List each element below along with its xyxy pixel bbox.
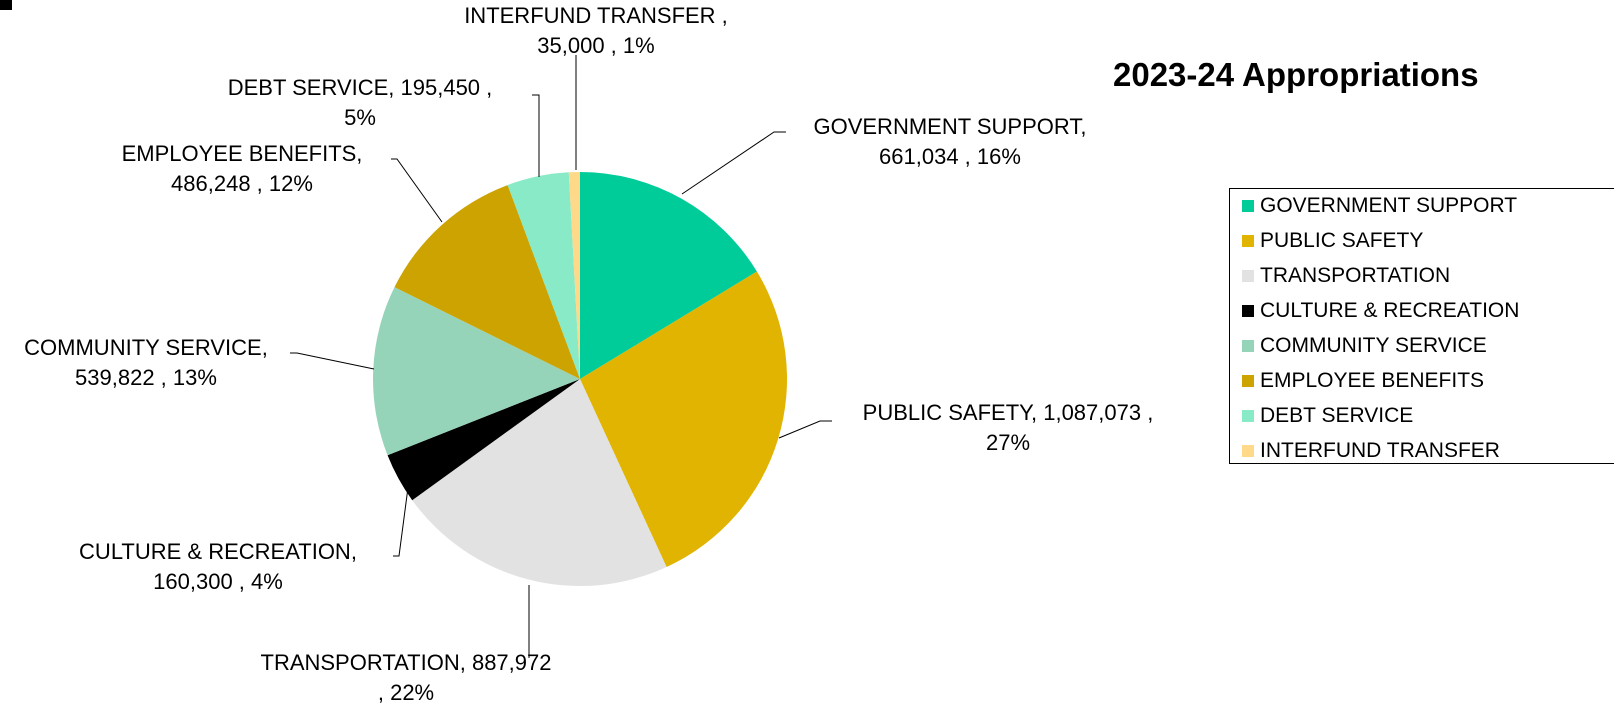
legend-label: TRANSPORTATION	[1260, 264, 1451, 287]
data-label: GOVERNMENT SUPPORT,	[813, 114, 1086, 139]
legend-item: INTERFUND TRANSFER	[1242, 439, 1500, 463]
leader-line	[532, 94, 540, 177]
leader-line	[393, 479, 410, 557]
legend-item: TRANSPORTATION	[1242, 264, 1450, 288]
pie-slice	[580, 172, 757, 379]
legend-label: EMPLOYEE BENEFITS	[1260, 369, 1485, 392]
legend-label: COMMUNITY SERVICE	[1260, 334, 1487, 357]
legend-item: GOVERNMENT SUPPORT	[1242, 194, 1517, 218]
legend-item: DEBT SERVICE	[1242, 404, 1413, 428]
data-label: PUBLIC SAFETY, 1,087,073 ,	[863, 400, 1154, 425]
legend-label: PUBLIC SAFETY	[1260, 229, 1424, 252]
leader-line	[778, 420, 832, 439]
data-label: 539,822 , 13%	[75, 365, 217, 390]
legend-swatch	[1242, 410, 1254, 422]
pie-slice	[507, 172, 580, 379]
legend-swatch	[1242, 375, 1254, 387]
pie-slice	[412, 379, 667, 586]
legend-swatch	[1242, 340, 1254, 352]
data-label: CULTURE & RECREATION,	[79, 539, 357, 564]
pie-slice	[372, 287, 580, 456]
legend-label: INTERFUND TRANSFER	[1260, 439, 1500, 462]
data-label: 661,034 , 16%	[879, 144, 1021, 169]
legend-swatch	[1242, 235, 1254, 247]
legend-label: CULTURE & RECREATION	[1260, 299, 1520, 322]
data-label: 35,000 , 1%	[537, 33, 654, 58]
chart-title: 2023-24 Appropriations	[1113, 56, 1479, 93]
data-label: INTERFUND TRANSFER ,	[464, 3, 728, 28]
legend-swatch	[1242, 445, 1254, 457]
legend-swatch	[1242, 200, 1254, 212]
legend-item: COMMUNITY SERVICE	[1242, 334, 1487, 358]
data-label: 160,300 , 4%	[153, 569, 283, 594]
legend-item: PUBLIC SAFETY	[1242, 229, 1423, 253]
data-label: DEBT SERVICE, 195,450 ,	[228, 75, 493, 100]
data-label: EMPLOYEE BENEFITS,	[122, 141, 363, 166]
data-label: 5%	[344, 105, 376, 130]
legend-label: GOVERNMENT SUPPORT	[1260, 194, 1518, 217]
data-label: COMMUNITY SERVICE,	[24, 335, 268, 360]
legend-swatch	[1242, 305, 1254, 317]
pie-slice	[387, 379, 580, 501]
data-label: TRANSPORTATION, 887,972	[261, 650, 552, 675]
pie-slice	[580, 271, 787, 568]
pie-slice	[394, 185, 580, 379]
data-label: 27%	[986, 430, 1030, 455]
legend-swatch	[1242, 270, 1254, 282]
legend-label: DEBT SERVICE	[1260, 404, 1414, 427]
cropped-title-fragment	[0, 0, 12, 10]
leader-line	[290, 352, 375, 370]
data-label: 486,248 , 12%	[171, 171, 313, 196]
legend-item: EMPLOYEE BENEFITS	[1242, 369, 1484, 393]
chart-legend: GOVERNMENT SUPPORT PUBLIC SAFETY TRANSPO…	[1229, 188, 1614, 464]
data-label: , 22%	[378, 680, 434, 705]
leader-line	[681, 131, 786, 195]
pie-slice	[568, 172, 580, 379]
legend-item: CULTURE & RECREATION	[1242, 299, 1519, 323]
leader-line	[391, 158, 443, 223]
